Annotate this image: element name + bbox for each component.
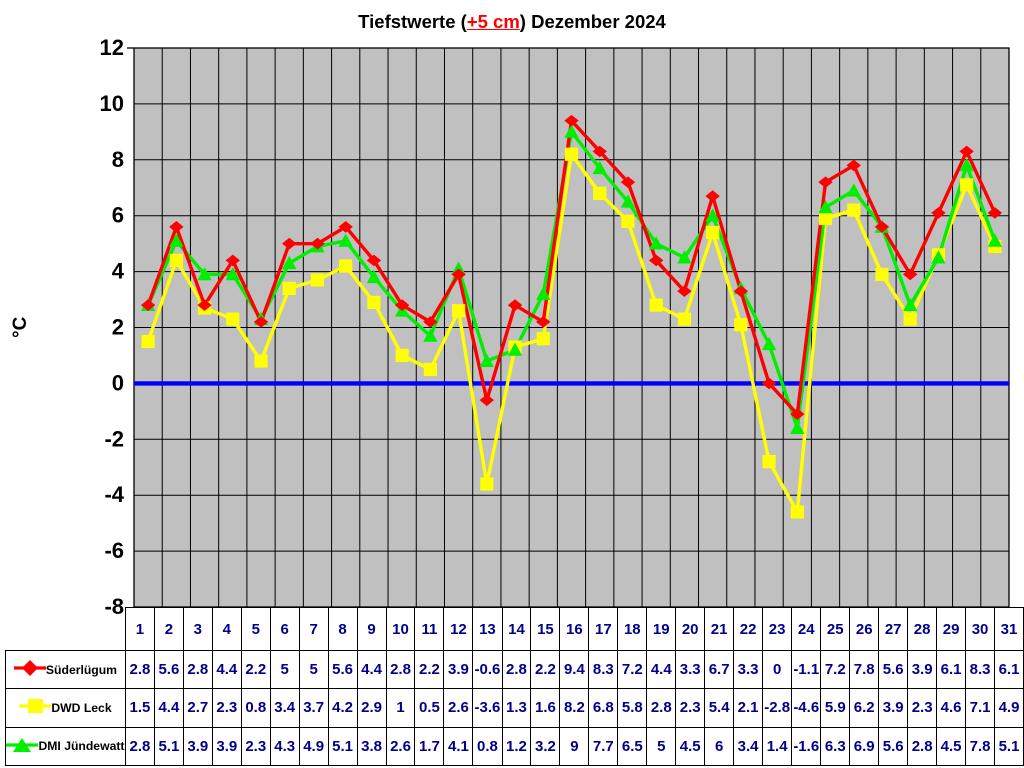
svg-text:-6: -6 <box>104 538 124 563</box>
svg-text:6: 6 <box>112 203 124 228</box>
svg-text:10: 10 <box>100 91 124 116</box>
svg-text:-4: -4 <box>104 482 124 507</box>
svg-text:0: 0 <box>112 370 124 395</box>
svg-text:-2: -2 <box>104 426 124 451</box>
svg-text:4: 4 <box>112 259 125 284</box>
svg-text:12: 12 <box>100 35 124 60</box>
svg-text:2: 2 <box>112 315 124 340</box>
svg-text:8: 8 <box>112 147 124 172</box>
